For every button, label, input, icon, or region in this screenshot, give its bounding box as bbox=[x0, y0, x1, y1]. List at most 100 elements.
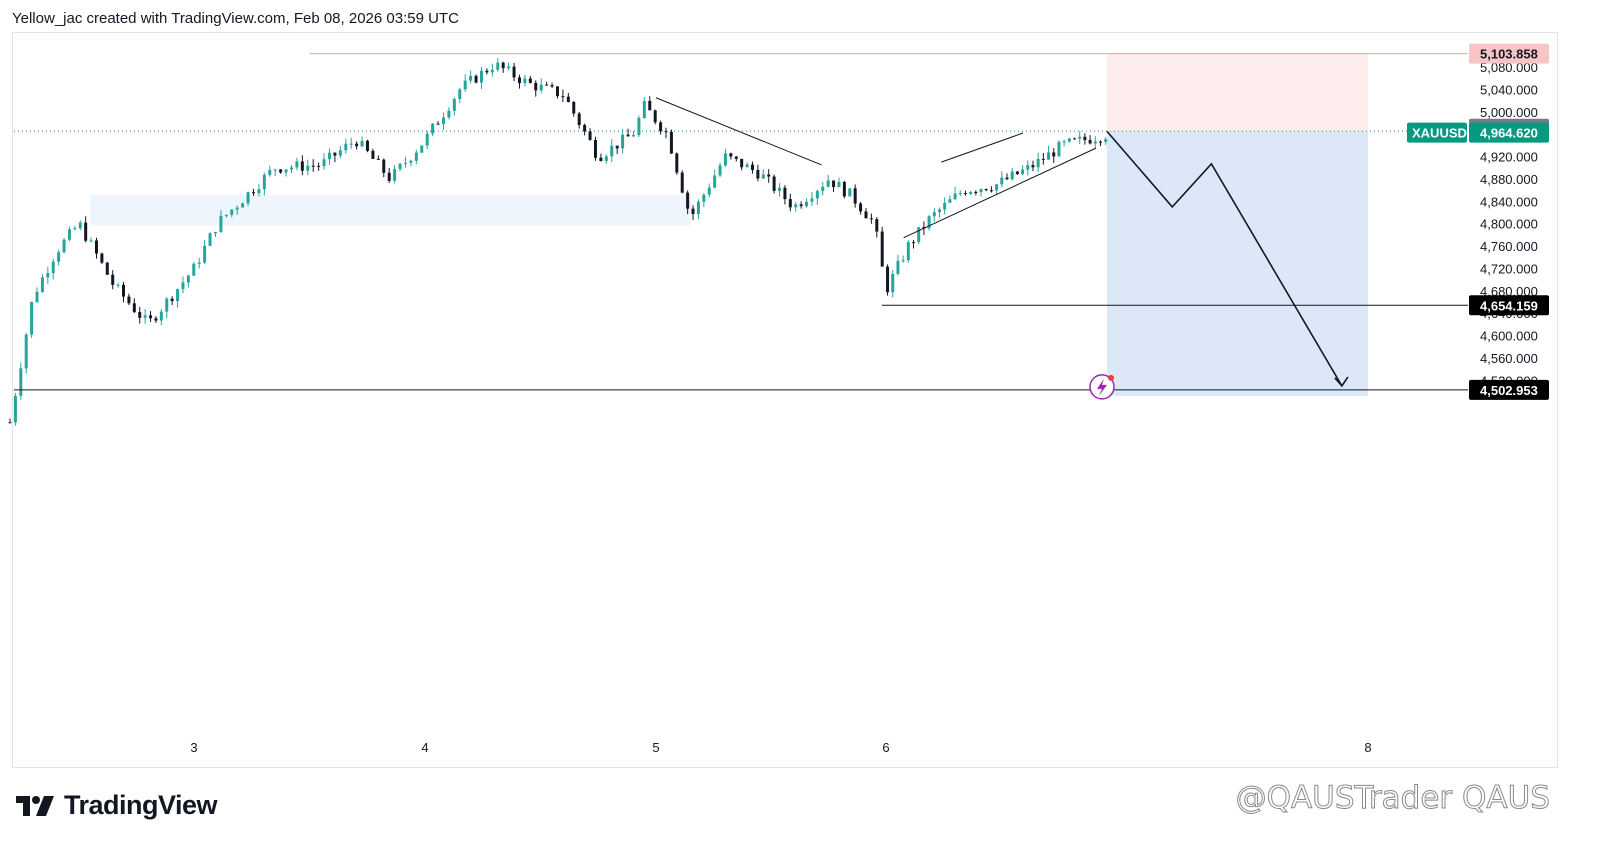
candle-body[interactable] bbox=[122, 284, 126, 297]
candle-body[interactable] bbox=[186, 275, 190, 283]
candle-body[interactable] bbox=[969, 192, 973, 195]
candle-body[interactable] bbox=[333, 152, 337, 156]
candle-body[interactable] bbox=[953, 193, 957, 200]
candle-body[interactable] bbox=[100, 253, 104, 263]
candle-body[interactable] bbox=[105, 262, 109, 275]
candle-body[interactable] bbox=[1021, 169, 1025, 175]
candle-body[interactable] bbox=[886, 266, 890, 293]
candle-body[interactable] bbox=[1073, 138, 1077, 140]
candle-body[interactable] bbox=[306, 165, 310, 171]
candle-body[interactable] bbox=[1047, 152, 1051, 160]
candle-body[interactable] bbox=[322, 159, 326, 167]
demand-zone[interactable] bbox=[90, 195, 691, 226]
take-profit-zone[interactable] bbox=[1107, 131, 1368, 396]
candle-body[interactable] bbox=[761, 174, 765, 179]
candle-body[interactable] bbox=[810, 198, 814, 202]
candle-body[interactable] bbox=[826, 180, 830, 187]
candle-body[interactable] bbox=[224, 214, 228, 216]
candle-body[interactable] bbox=[241, 203, 245, 208]
candle-body[interactable] bbox=[963, 193, 967, 195]
candle-body[interactable] bbox=[723, 153, 727, 166]
candle-body[interactable] bbox=[279, 169, 283, 173]
tradingview-logo[interactable]: TradingView bbox=[16, 790, 218, 821]
candle-body[interactable] bbox=[84, 222, 88, 241]
candle-body[interactable] bbox=[615, 145, 619, 149]
candle-body[interactable] bbox=[821, 186, 825, 192]
candle-body[interactable] bbox=[984, 189, 988, 191]
candle-body[interactable] bbox=[447, 110, 451, 118]
candle-body[interactable] bbox=[165, 298, 169, 312]
candle-body[interactable] bbox=[805, 201, 809, 207]
candle-body[interactable] bbox=[545, 84, 549, 86]
candle-body[interactable] bbox=[441, 117, 445, 125]
candle-body[interactable] bbox=[469, 75, 473, 81]
candle-body[interactable] bbox=[778, 187, 782, 191]
candle-body[interactable] bbox=[995, 184, 999, 191]
candle-body[interactable] bbox=[1088, 140, 1092, 144]
candle-body[interactable] bbox=[1005, 177, 1009, 180]
candle-body[interactable] bbox=[376, 158, 380, 160]
candle-body[interactable] bbox=[631, 135, 635, 137]
candle-body[interactable] bbox=[138, 312, 142, 318]
candle-body[interactable] bbox=[550, 85, 554, 87]
candle-body[interactable] bbox=[664, 131, 668, 133]
candle-body[interactable] bbox=[588, 131, 592, 140]
candle-body[interactable] bbox=[891, 273, 895, 293]
candle-body[interactable] bbox=[901, 260, 905, 262]
candle-body[interactable] bbox=[197, 262, 201, 264]
candle-body[interactable] bbox=[181, 282, 185, 290]
candle-body[interactable] bbox=[327, 152, 331, 160]
candle-body[interactable] bbox=[170, 298, 174, 302]
candle-body[interactable] bbox=[750, 164, 754, 170]
candle-body[interactable] bbox=[1000, 177, 1004, 185]
candle-body[interactable] bbox=[718, 165, 722, 176]
candle-body[interactable] bbox=[246, 192, 250, 204]
candle-body[interactable] bbox=[734, 156, 738, 159]
candle-body[interactable] bbox=[284, 169, 288, 173]
candle-body[interactable] bbox=[880, 231, 884, 267]
candle-body[interactable] bbox=[311, 165, 315, 167]
candle-body[interactable] bbox=[1036, 158, 1040, 168]
candle-body[interactable] bbox=[1078, 136, 1082, 139]
candle-body[interactable] bbox=[501, 62, 505, 69]
candle-body[interactable] bbox=[154, 318, 158, 321]
candle-body[interactable] bbox=[680, 172, 684, 193]
candle-body[interactable] bbox=[111, 274, 115, 285]
candle-body[interactable] bbox=[555, 86, 559, 97]
candle-body[interactable] bbox=[1057, 141, 1061, 157]
candle-body[interactable] bbox=[176, 289, 180, 302]
candle-body[interactable] bbox=[869, 218, 873, 220]
candle-body[interactable] bbox=[159, 311, 163, 321]
candle-body[interactable] bbox=[937, 209, 941, 213]
candle-body[interactable] bbox=[713, 175, 717, 188]
candle-body[interactable] bbox=[626, 134, 630, 137]
candle-body[interactable] bbox=[1052, 152, 1056, 157]
candle-body[interactable] bbox=[1010, 171, 1014, 180]
candle-body[interactable] bbox=[729, 153, 733, 157]
candle-body[interactable] bbox=[251, 192, 255, 194]
candle-body[interactable] bbox=[842, 181, 846, 197]
candle-body[interactable] bbox=[696, 201, 700, 215]
candle-body[interactable] bbox=[943, 202, 947, 210]
candle-body[interactable] bbox=[669, 131, 673, 154]
candle-body[interactable] bbox=[289, 167, 293, 170]
candle-body[interactable] bbox=[1093, 141, 1097, 144]
candle-body[interactable] bbox=[523, 78, 527, 84]
candle-body[interactable] bbox=[349, 143, 353, 145]
candle-body[interactable] bbox=[13, 395, 17, 423]
candle-body[interactable] bbox=[24, 334, 28, 369]
candle-body[interactable] bbox=[875, 219, 879, 232]
candle-body[interactable] bbox=[512, 66, 516, 78]
candle-body[interactable] bbox=[740, 158, 744, 168]
candle-body[interactable] bbox=[979, 189, 983, 193]
candle-body[interactable] bbox=[593, 139, 597, 158]
candle-body[interactable] bbox=[610, 145, 614, 157]
candle-body[interactable] bbox=[653, 110, 657, 123]
candle-body[interactable] bbox=[431, 123, 435, 134]
candle-body[interactable] bbox=[853, 188, 857, 204]
candle-body[interactable] bbox=[1067, 138, 1071, 142]
candle-body[interactable] bbox=[912, 242, 916, 244]
candle-body[interactable] bbox=[317, 165, 321, 167]
candle-body[interactable] bbox=[848, 188, 852, 197]
candle-body[interactable] bbox=[116, 284, 120, 286]
